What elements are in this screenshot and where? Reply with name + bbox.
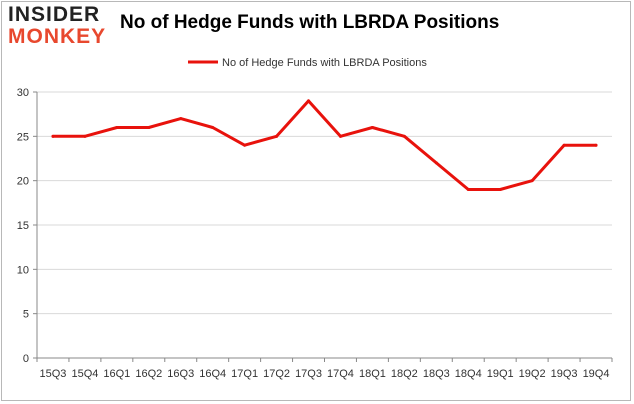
x-tick-label: 16Q1 (103, 368, 130, 380)
data-point (434, 161, 438, 165)
x-tick-label: 17Q4 (327, 368, 354, 380)
x-tick-label: 16Q4 (199, 368, 226, 380)
data-point (83, 134, 87, 138)
data-point (562, 143, 566, 147)
data-point (498, 188, 502, 192)
grid-lines (37, 91, 612, 315)
x-tick-label: 17Q2 (263, 368, 290, 380)
data-point (594, 143, 598, 147)
x-tick-label: 16Q3 (167, 368, 194, 380)
chart-title: No of Hedge Funds with LBRDA Positions (120, 12, 500, 33)
series-group (51, 99, 598, 192)
y-tick-label: 15 (17, 220, 29, 232)
series-line (51, 99, 598, 191)
y-tick-label: 10 (17, 264, 29, 276)
x-tick-label: 18Q4 (455, 368, 482, 380)
data-point (466, 188, 470, 192)
data-point (243, 143, 247, 147)
data-point (147, 125, 151, 129)
y-tick-label: 0 (23, 353, 29, 365)
x-tick-label: 19Q4 (583, 368, 610, 380)
data-point (179, 117, 183, 121)
y-tick-label: 25 (17, 131, 29, 143)
x-tick-label: 18Q1 (359, 368, 386, 380)
data-point (307, 99, 311, 103)
x-tick-label: 19Q3 (551, 368, 578, 380)
x-tick-label: 18Q3 (423, 368, 450, 380)
y-tick-label: 20 (17, 176, 29, 188)
x-tick-label: 17Q3 (295, 368, 322, 380)
x-axis: 15Q3 15Q4 16Q1 16Q2 16Q3 16Q4 17Q1 17Q2 17Q3 17Q4… (36, 357, 613, 380)
y-tick-label: 30 (17, 87, 29, 99)
y-axis: 0 5 10 15 20 25 30 (17, 87, 38, 365)
data-point (338, 134, 342, 138)
data-point (115, 125, 119, 129)
data-point (370, 125, 374, 129)
legend: No of Hedge Funds with LBRDA Positions (188, 57, 427, 69)
data-point (211, 125, 215, 129)
x-tick-label: 16Q2 (135, 368, 162, 380)
logo-line-1: INSIDER (8, 3, 101, 26)
logo-line-2: MONKEY (8, 25, 107, 48)
data-point (275, 134, 279, 138)
data-point (530, 179, 534, 183)
x-tick-label: 19Q1 (487, 368, 514, 380)
x-tick-label: 15Q4 (71, 368, 98, 380)
y-tick-label: 5 (23, 309, 29, 321)
x-tick-label: 17Q1 (231, 368, 258, 380)
insider-monkey-logo: INSIDER MONKEY (8, 4, 118, 48)
data-point (51, 134, 55, 138)
legend-label: No of Hedge Funds with LBRDA Positions (222, 57, 427, 69)
x-tick-label: 15Q3 (40, 368, 67, 380)
x-tick-label: 19Q2 (519, 368, 546, 380)
data-point (402, 134, 406, 138)
x-tick-label: 18Q2 (391, 368, 418, 380)
